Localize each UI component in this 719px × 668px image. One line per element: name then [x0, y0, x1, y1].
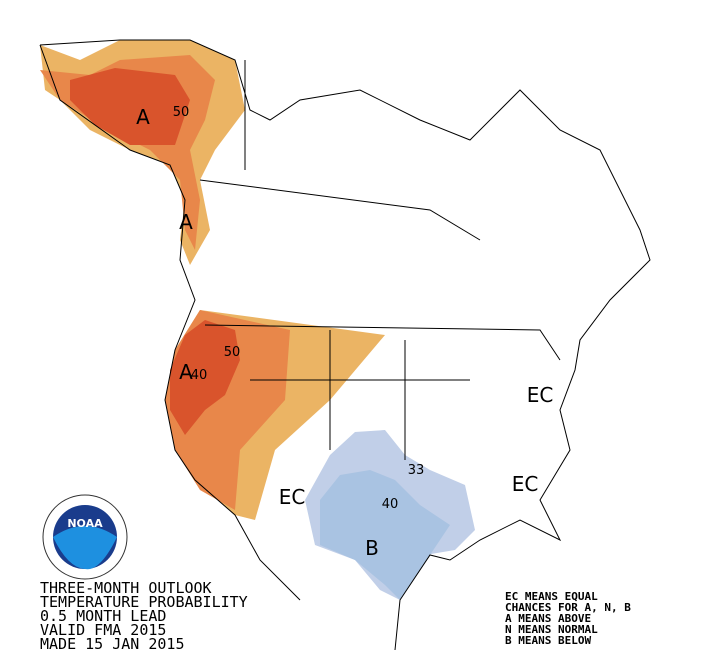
map-label: EC — [279, 485, 306, 509]
legend-line: CHANCES FOR A, N, B — [505, 601, 631, 614]
border-line — [199, 60, 561, 460]
caption-line: THREE-MONTH OUTLOOK — [40, 579, 212, 597]
caption-line: MADE 15 JAN 2015 — [40, 635, 185, 653]
map-label: A — [179, 360, 193, 384]
above-50-region — [70, 68, 190, 145]
map-label: 33 — [408, 463, 425, 478]
caption-line: VALID FMA 2015 — [40, 621, 166, 639]
map-label: 40 — [191, 368, 208, 383]
logo-text: NOAA — [67, 517, 103, 530]
map-label: A — [179, 210, 193, 234]
logo-wave — [53, 526, 117, 570]
map-label: 50 — [224, 345, 241, 360]
map-label: 40 — [382, 497, 399, 512]
caption-line: TEMPERATURE PROBABILITY — [40, 593, 248, 611]
coastline — [39, 39, 651, 651]
map-label: 50 — [173, 105, 190, 120]
caption-line: 0.5 MONTH LEAD — [40, 607, 166, 625]
below-40-region — [320, 470, 450, 600]
coastline — [39, 44, 301, 601]
map-label: A — [136, 105, 150, 129]
map-label: EC — [512, 472, 539, 496]
legend-line: EC MEANS EQUAL — [505, 590, 598, 603]
map-label: B — [365, 536, 379, 560]
map-label: EC — [527, 383, 554, 407]
noaa-logo: NOAA — [42, 494, 128, 580]
legend-line: A MEANS ABOVE — [505, 612, 591, 625]
above-50-region — [170, 320, 240, 435]
legend-line: B MEANS BELOW — [505, 634, 591, 647]
legend-line: N MEANS NORMAL — [505, 623, 598, 636]
